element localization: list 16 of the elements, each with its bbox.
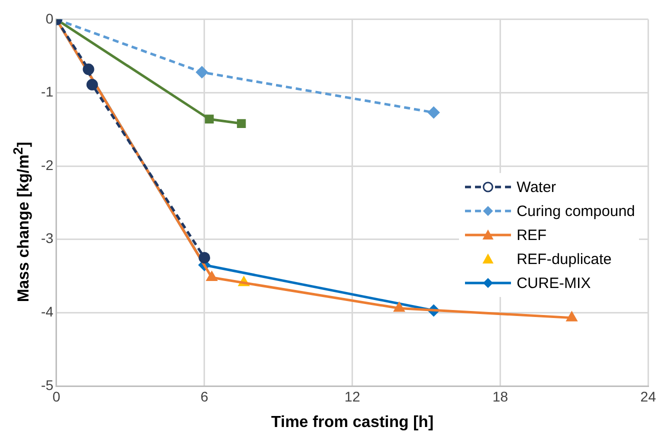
y-tick-label: -4 <box>40 304 54 320</box>
legend-label: CURE-MIX <box>516 274 591 292</box>
y-tick-label: -2 <box>40 156 54 173</box>
legend-label: REF <box>516 226 547 244</box>
x-tick-label: 24 <box>640 388 656 404</box>
legend-label: REF-duplicate <box>516 250 612 268</box>
legend-label: Water <box>516 178 556 196</box>
x-tick-label: 6 <box>200 388 208 404</box>
y-tick-label: -1 <box>40 84 54 100</box>
x-tick-label: 12 <box>344 388 360 404</box>
y-tick-label: -5 <box>40 376 54 393</box>
y-tick-label: 0 <box>46 10 54 26</box>
x-tick-label: 18 <box>492 388 508 404</box>
y-tick-label: -3 <box>40 230 54 246</box>
x-axis-title: Time from casting [h] <box>271 414 434 431</box>
legend-label: Curing compound <box>516 202 635 220</box>
